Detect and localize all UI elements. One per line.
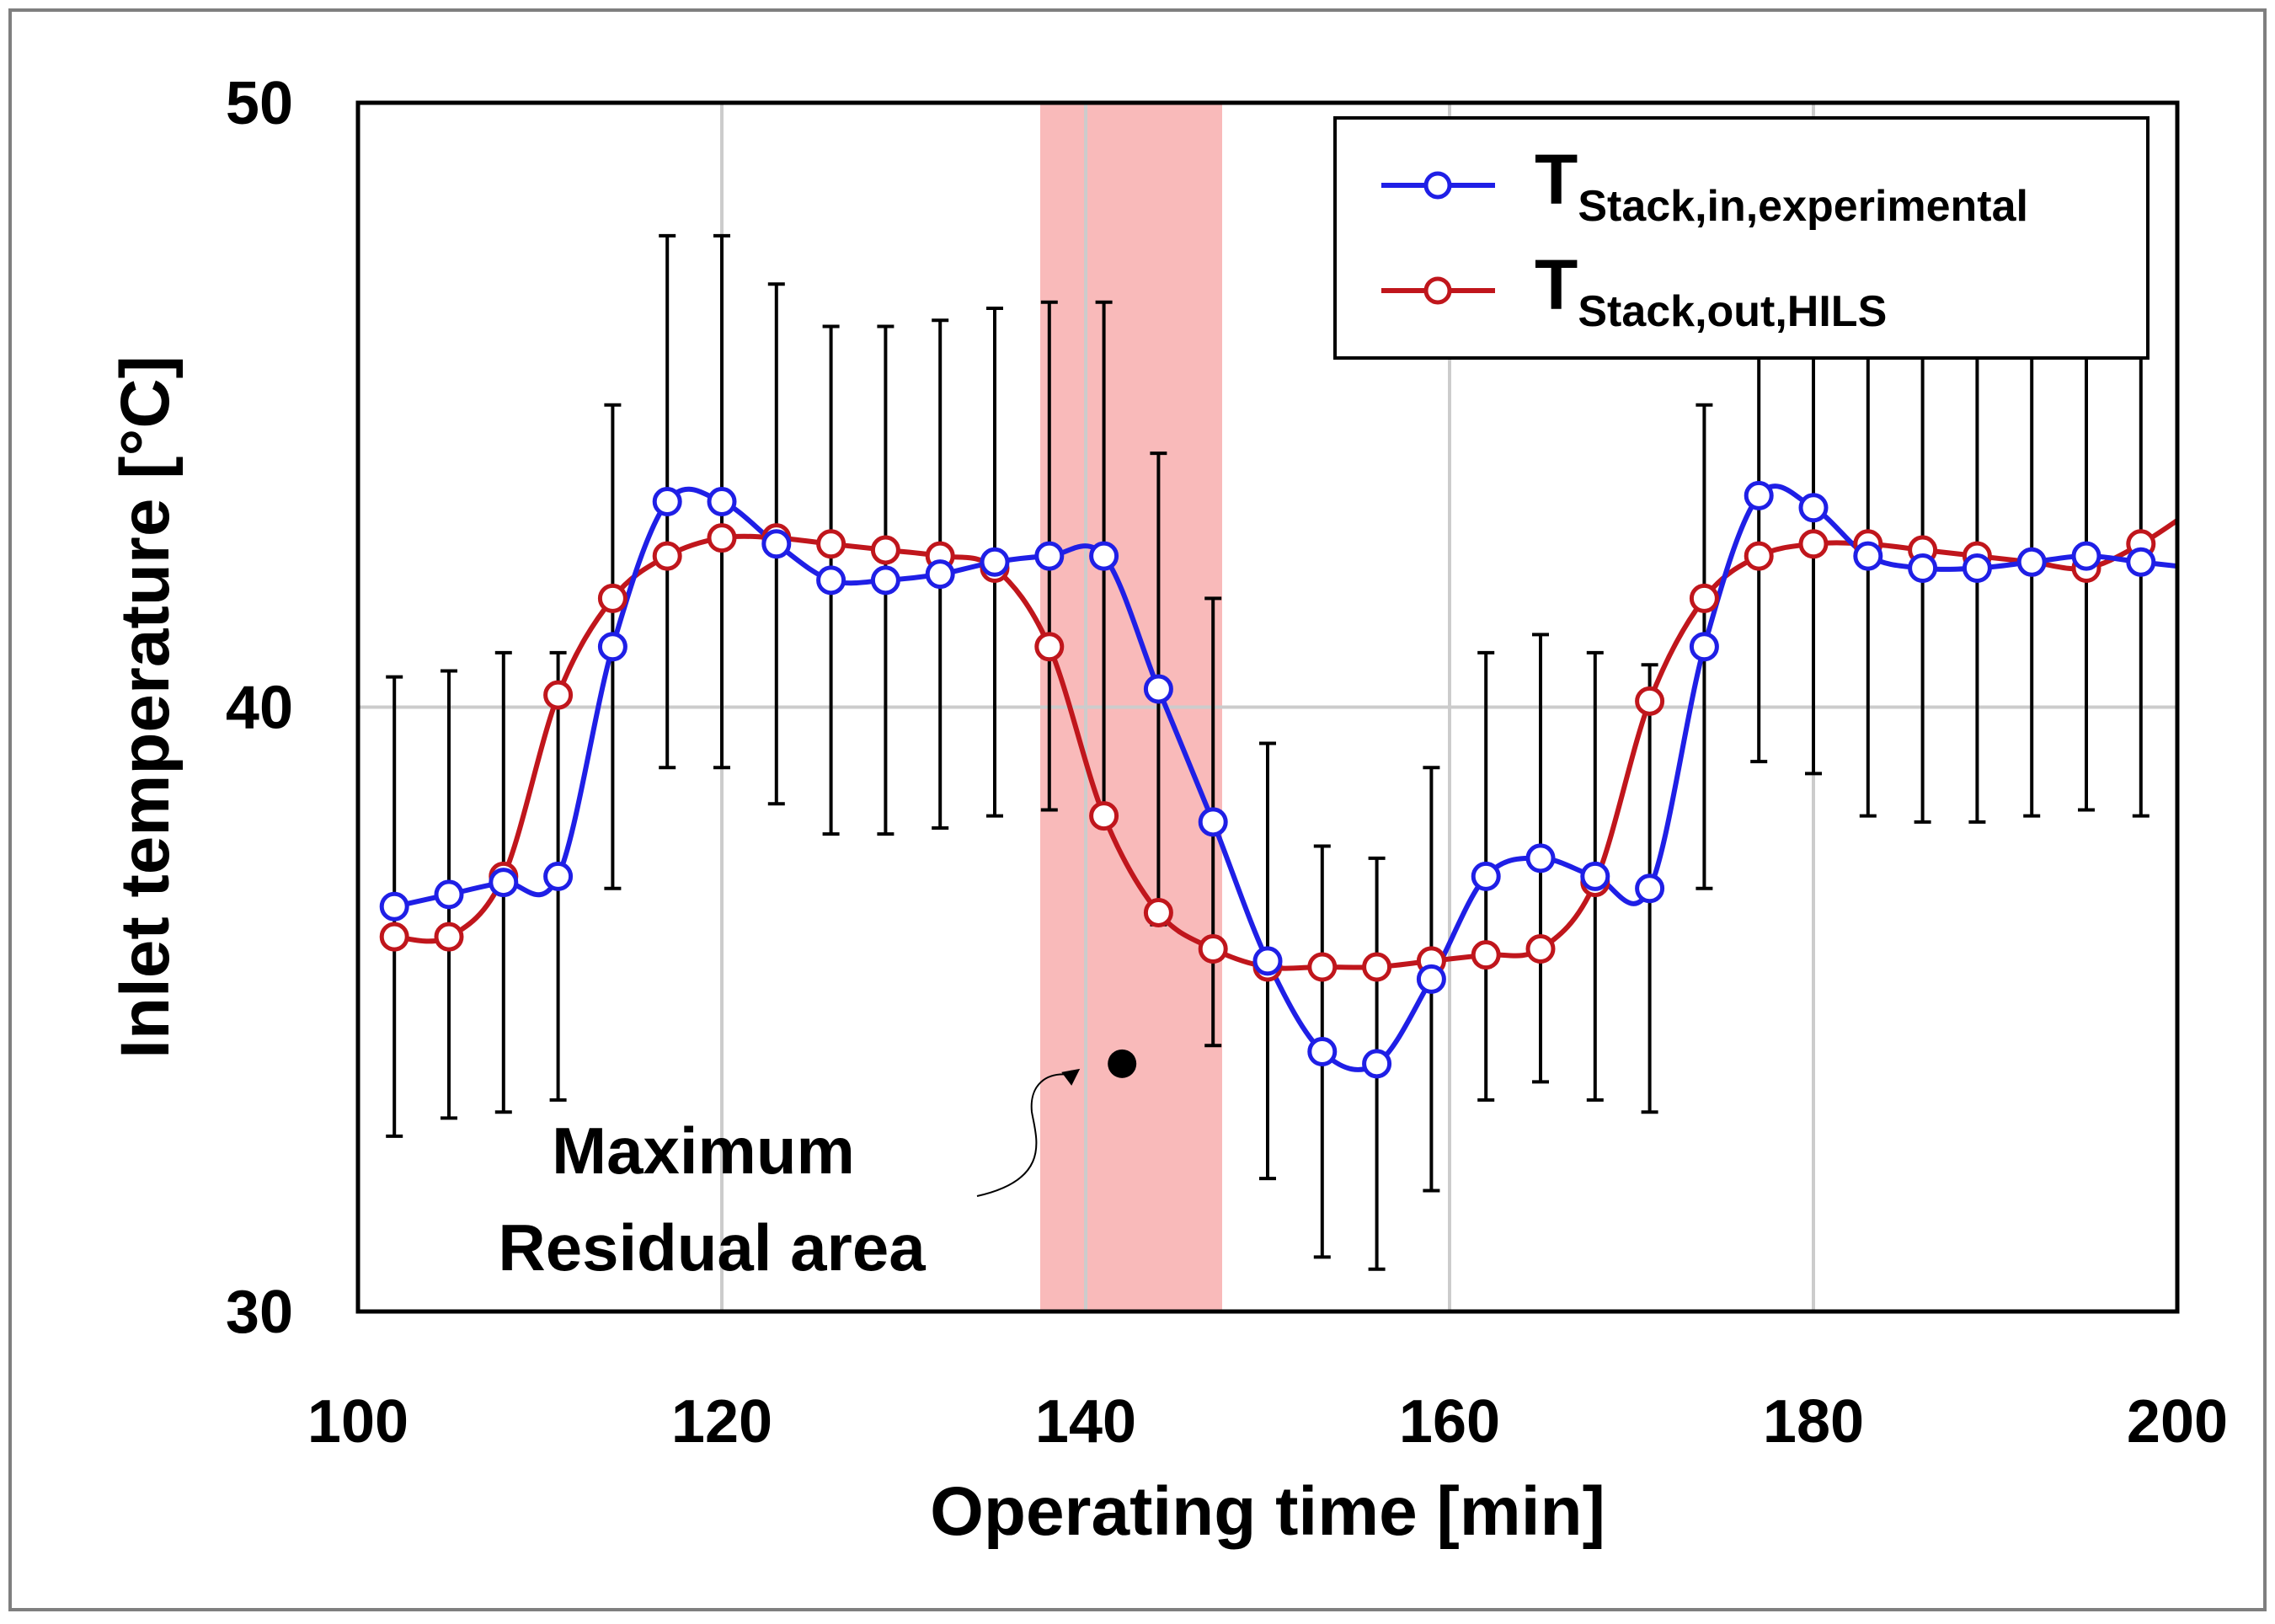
y-tick-label: 30: [226, 1279, 293, 1346]
legend: TStack,in,experimental TStack,out,HILS: [1333, 116, 2150, 360]
annotation-arrow: [976, 1073, 1076, 1197]
data-point-experimental: [1198, 807, 1228, 837]
legend-label-experimental: TStack,in,experimental: [1535, 140, 2028, 231]
data-point-experimental: [1143, 674, 1173, 704]
data-point-experimental: [379, 891, 409, 922]
legend-subscript-experimental: Stack,in,experimental: [1578, 182, 2028, 231]
data-point-experimental: [1962, 553, 1992, 583]
legend-marker-hils: [1423, 276, 1452, 305]
data-point-experimental: [1471, 861, 1501, 891]
data-point-experimental: [2126, 547, 2156, 577]
data-point-experimental: [597, 632, 627, 662]
x-tick-label: 140: [1035, 1388, 1136, 1456]
data-point-hils: [816, 529, 846, 559]
annotation-text-line-2: Residual area: [498, 1210, 926, 1285]
y-axis-title: Inlet temperature [°C]: [107, 355, 184, 1059]
x-tick-label: 180: [1763, 1388, 1864, 1456]
data-point-hils: [379, 922, 409, 952]
annotation-layer: Maximum Residual area: [498, 1049, 1137, 1285]
data-point-experimental: [925, 559, 955, 590]
data-point-hils: [1307, 952, 1338, 982]
data-point-experimental: [1798, 493, 1829, 523]
data-point-hils: [1034, 632, 1065, 662]
data-point-experimental: [1089, 541, 1119, 571]
x-axis-title: Operating time [min]: [930, 1473, 1605, 1550]
annotation-arrowhead: [1061, 1068, 1081, 1086]
x-tick-label: 100: [307, 1388, 409, 1456]
y-tick-label: 40: [226, 675, 293, 742]
data-point-hils: [1362, 952, 1392, 982]
data-point-experimental: [980, 547, 1010, 577]
data-point-experimental: [1744, 480, 1774, 510]
data-point-experimental: [2016, 547, 2047, 577]
data-point-hils: [1635, 686, 1665, 716]
legend-label-hils: TStack,out,HILS: [1535, 245, 1887, 336]
legend-main-experimental: T: [1535, 140, 1578, 219]
marker-layer: [379, 480, 2156, 1079]
data-point-hils: [1089, 801, 1119, 831]
data-point-experimental: [652, 487, 682, 517]
data-point-hils: [434, 922, 464, 952]
data-point-hils: [1525, 934, 1556, 964]
legend-subscript-hils: Stack,out,HILS: [1578, 287, 1887, 336]
tick-label-layer: 100 120 140 160 180 200 30 40 50: [226, 70, 2228, 1456]
data-point-hils: [1471, 940, 1501, 970]
plot-area-frame: [355, 100, 2180, 1314]
data-point-experimental: [434, 879, 464, 910]
data-point-experimental: [1908, 553, 1938, 583]
data-point-experimental: [1252, 946, 1283, 976]
data-point-hils: [652, 541, 682, 571]
annotation-text-line-1: Maximum: [552, 1114, 855, 1188]
data-point-experimental: [1525, 843, 1556, 873]
data-point-hils: [1798, 529, 1829, 559]
data-point-hils: [543, 680, 574, 710]
legend-box: [1333, 116, 2150, 360]
data-point-experimental: [1853, 541, 1883, 571]
data-point-hils: [1198, 934, 1228, 964]
data-point-experimental: [870, 565, 900, 596]
data-point-hils: [1744, 541, 1774, 571]
annotation-marker: [1108, 1049, 1137, 1078]
data-point-hils: [707, 523, 737, 553]
data-point-experimental: [489, 868, 519, 898]
data-point-experimental: [707, 487, 737, 517]
data-point-experimental: [1635, 873, 1665, 904]
y-tick-label: 50: [226, 70, 293, 137]
data-point-experimental: [1034, 541, 1065, 571]
x-tick-label: 200: [2127, 1388, 2228, 1456]
x-tick-label: 160: [1399, 1388, 1500, 1456]
data-point-experimental: [1416, 964, 1446, 994]
data-point-experimental: [1689, 632, 1719, 662]
data-point-experimental: [816, 565, 846, 596]
legend-marker-experimental: [1423, 171, 1452, 200]
data-point-hils: [1689, 583, 1719, 613]
data-point-experimental: [1307, 1036, 1338, 1066]
legend-main-hils: T: [1535, 245, 1578, 324]
data-point-experimental: [761, 529, 792, 559]
data-point-experimental: [2071, 541, 2101, 571]
x-tick-label: 120: [671, 1388, 772, 1456]
data-point-experimental: [543, 861, 574, 891]
data-point-hils: [870, 535, 900, 565]
data-point-hils: [1143, 897, 1173, 927]
data-point-hils: [597, 583, 627, 613]
data-point-experimental: [1362, 1049, 1392, 1079]
data-point-experimental: [1580, 861, 1610, 891]
grid-layer: [358, 103, 2177, 1311]
